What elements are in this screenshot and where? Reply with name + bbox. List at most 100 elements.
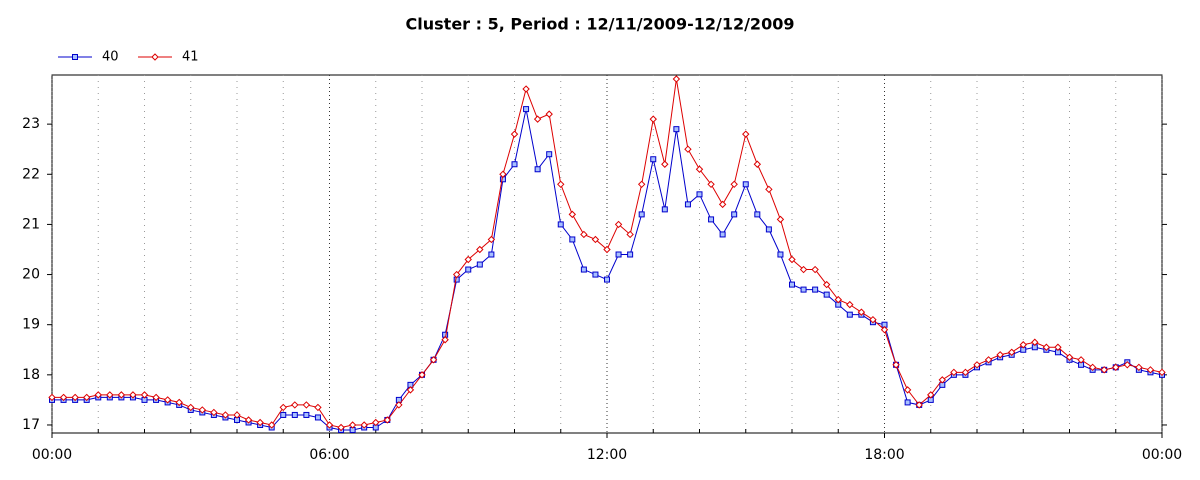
y-tick-label: 22 bbox=[22, 166, 40, 182]
data-point bbox=[106, 391, 114, 399]
data-point bbox=[904, 399, 911, 406]
data-point bbox=[175, 398, 183, 407]
data-point bbox=[869, 315, 877, 324]
data-point bbox=[325, 421, 334, 429]
data-point bbox=[244, 416, 253, 424]
data-point bbox=[395, 401, 403, 409]
data-point bbox=[661, 160, 669, 168]
data-point bbox=[59, 393, 68, 402]
data-point bbox=[198, 406, 207, 414]
data-point bbox=[48, 393, 56, 402]
data-point bbox=[129, 391, 137, 399]
data-point bbox=[604, 276, 610, 283]
data-point bbox=[476, 261, 483, 268]
data-point bbox=[418, 371, 426, 379]
data-point bbox=[71, 393, 79, 402]
data-point bbox=[731, 211, 738, 218]
data-point bbox=[903, 386, 912, 394]
data-point bbox=[291, 411, 298, 418]
data-point bbox=[256, 418, 264, 427]
data-point bbox=[302, 401, 311, 409]
data-point bbox=[82, 393, 91, 402]
data-point bbox=[1065, 353, 1074, 361]
data-point bbox=[280, 411, 287, 418]
data-point bbox=[719, 231, 726, 238]
legend-label: 40 bbox=[102, 50, 119, 65]
chart-title: Cluster : 5, Period : 12/11/2009-12/12/2… bbox=[406, 15, 795, 34]
data-point bbox=[580, 266, 587, 273]
data-point bbox=[996, 351, 1004, 359]
data-point bbox=[823, 291, 830, 298]
data-point bbox=[673, 126, 680, 133]
data-point bbox=[846, 300, 854, 309]
data-point bbox=[1042, 343, 1051, 351]
data-point bbox=[569, 236, 576, 243]
y-tick-label: 19 bbox=[22, 317, 40, 333]
data-point bbox=[834, 295, 842, 304]
data-point bbox=[1135, 363, 1143, 372]
data-point bbox=[788, 255, 796, 264]
data-point bbox=[973, 361, 981, 369]
x-tick-label: 12:00 bbox=[587, 447, 627, 463]
data-point bbox=[800, 286, 807, 293]
data-point bbox=[614, 220, 623, 229]
data-point bbox=[672, 75, 681, 83]
data-point bbox=[522, 85, 530, 93]
data-point bbox=[210, 408, 218, 417]
data-point bbox=[822, 280, 831, 289]
data-point bbox=[534, 166, 541, 173]
data-point bbox=[499, 170, 507, 178]
data-point bbox=[568, 210, 577, 219]
data-point bbox=[1088, 363, 1097, 372]
y-tick-label: 18 bbox=[22, 367, 40, 383]
series bbox=[48, 75, 1166, 432]
data-point bbox=[314, 403, 322, 412]
data-point bbox=[441, 336, 449, 344]
data-point bbox=[742, 130, 750, 138]
data-point bbox=[1146, 366, 1155, 374]
data-point bbox=[811, 265, 819, 274]
x-tick-label: 00:00 bbox=[32, 447, 72, 463]
data-point bbox=[799, 265, 808, 274]
data-point bbox=[880, 326, 889, 334]
data-point bbox=[303, 411, 310, 418]
data-point bbox=[661, 206, 668, 213]
data-point bbox=[452, 270, 461, 279]
data-point bbox=[812, 286, 819, 293]
data-point bbox=[730, 180, 738, 189]
data-point bbox=[465, 266, 472, 273]
data-point bbox=[638, 211, 645, 218]
data-point bbox=[511, 161, 518, 168]
data-point bbox=[1031, 338, 1039, 346]
data-point bbox=[487, 235, 496, 244]
x-tick-label: 18:00 bbox=[864, 447, 904, 463]
legend-label: 41 bbox=[182, 50, 199, 65]
data-point bbox=[707, 180, 715, 189]
data-point bbox=[476, 245, 484, 254]
data-point bbox=[789, 281, 795, 288]
y-tick-label: 23 bbox=[22, 116, 40, 132]
data-point bbox=[777, 251, 784, 258]
data-point bbox=[291, 401, 299, 409]
data-point bbox=[187, 403, 195, 412]
data-point bbox=[626, 230, 634, 239]
data-point bbox=[545, 110, 553, 118]
data-point bbox=[267, 421, 276, 429]
data-point bbox=[1054, 343, 1062, 351]
data-point bbox=[523, 106, 530, 113]
y-tick-label: 20 bbox=[22, 267, 40, 283]
data-point bbox=[233, 411, 241, 419]
data-point bbox=[984, 356, 993, 364]
data-point bbox=[765, 185, 773, 194]
data-point bbox=[961, 368, 970, 377]
data-point bbox=[163, 396, 172, 404]
data-point bbox=[695, 165, 704, 173]
data-point bbox=[637, 180, 646, 189]
y-tick-label: 21 bbox=[22, 216, 40, 232]
data-point bbox=[533, 115, 542, 123]
data-point bbox=[557, 180, 565, 189]
data-point bbox=[488, 251, 495, 258]
data-point bbox=[1019, 341, 1027, 349]
data-point bbox=[1007, 348, 1016, 356]
